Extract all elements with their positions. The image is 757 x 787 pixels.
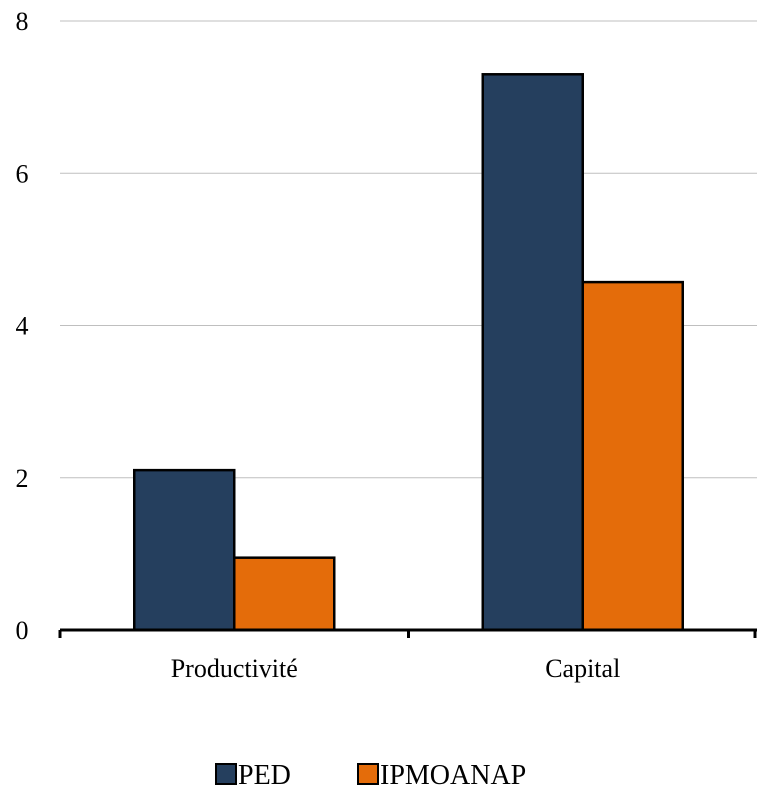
y-tick-label: 8 [16,7,29,36]
y-tick-label: 0 [16,616,29,645]
y-tick-label: 6 [16,159,29,188]
legend-swatch-ipmoanap [357,763,379,785]
x-category-label: Capital [545,654,620,683]
legend-label-ipmoanap: IPMOANAP [380,760,526,787]
legend: PED IPMOANAP [215,760,526,787]
x-category-label: Productivité [171,654,298,683]
x-axis [58,628,757,638]
x-axis-labels: Productivité Capital [171,654,621,683]
y-tick-label: 2 [16,464,29,493]
bar-ped-1 [133,468,236,632]
legend-swatch-ped [215,763,237,785]
bars [133,73,684,632]
bar-ped-2 [481,73,584,632]
y-axis-ticks: 0 2 4 6 8 [16,7,29,645]
y-tick-label: 4 [16,312,29,341]
bar-ipmoanap-1 [233,556,336,632]
legend-label-ped: PED [238,760,291,787]
bar-ipmoanap-2 [581,280,684,632]
